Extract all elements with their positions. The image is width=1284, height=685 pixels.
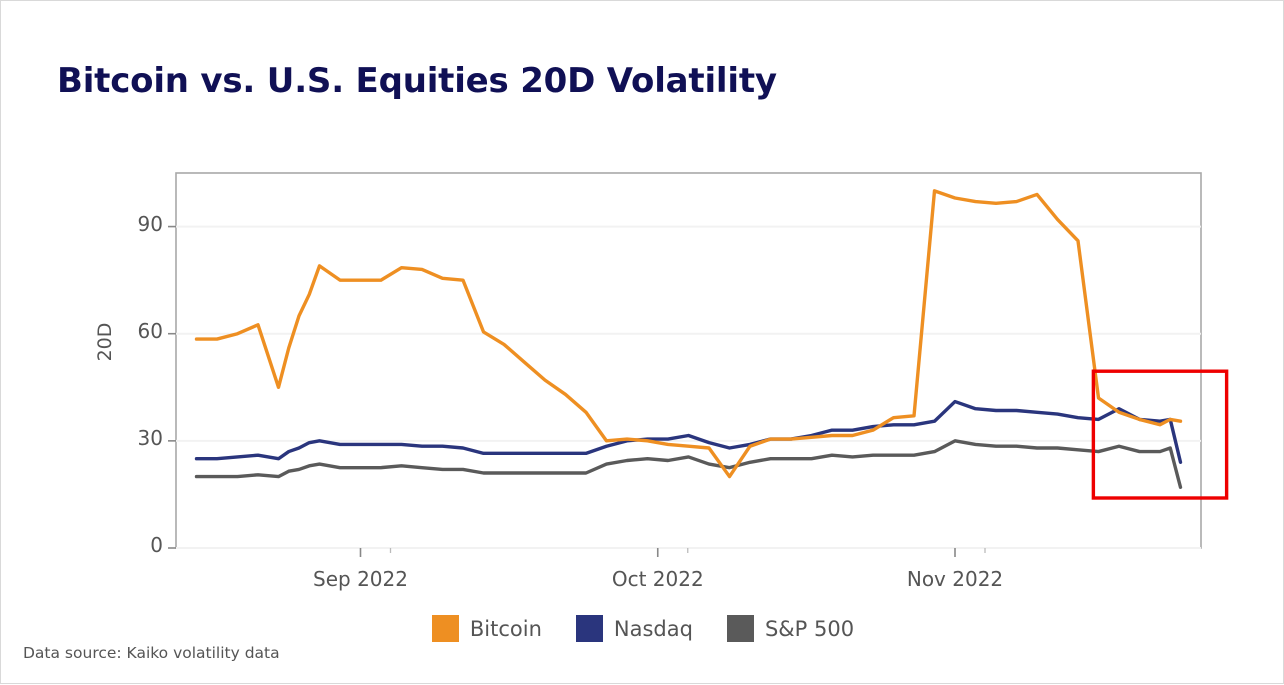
series-line-s-p-500 (194, 439, 1183, 489)
chart-legend: Bitcoin Nasdaq S&P 500 (1, 615, 1284, 642)
series-line-bitcoin (194, 189, 1183, 479)
data-source-note: Data source: Kaiko volatility data (23, 644, 280, 662)
y-axis-ticks: 0 30 60 90 (101, 1, 163, 685)
y-tick-label-2: 60 (137, 318, 163, 343)
y-tick-label-1: 30 (137, 425, 163, 450)
y-tick-label-3: 90 (137, 211, 163, 236)
legend-label: S&P 500 (764, 616, 855, 641)
legend-item-nasdaq[interactable]: Nasdaq (575, 615, 693, 642)
x-tick-label-0: Sep 2022 (313, 567, 408, 591)
y-tick-label-0: 0 (150, 533, 163, 557)
legend-item-s-p-500[interactable]: S&P 500 (726, 615, 855, 642)
legend-label: Bitcoin (469, 616, 542, 641)
x-tick-label-2: Nov 2022 (906, 567, 1004, 591)
legend-swatch-icon (575, 615, 603, 642)
series-line-nasdaq (194, 399, 1183, 464)
legend-item-bitcoin[interactable]: Bitcoin (431, 615, 542, 642)
x-tick-label-1: Oct 2022 (611, 567, 704, 591)
highlight-box (1091, 369, 1229, 500)
page-title: Bitcoin vs. U.S. Equities 20D Volatility (57, 61, 777, 101)
legend-swatch-icon (726, 615, 754, 642)
plot-frame (175, 172, 1202, 549)
legend-swatch-icon (431, 615, 459, 642)
legend-label: Nasdaq (613, 616, 693, 641)
